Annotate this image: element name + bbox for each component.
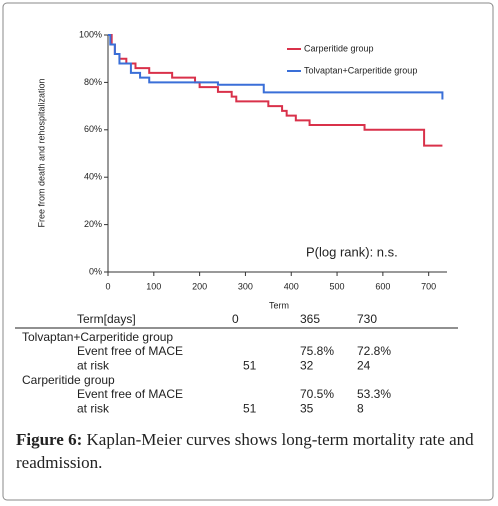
table-cell: 32 [300, 359, 314, 373]
table-cell: 8 [357, 402, 364, 416]
y-tick-label: 40% [84, 172, 102, 182]
legend-label: Carperitide group [304, 43, 374, 53]
table-cell: 51 [243, 359, 257, 373]
x-tick-label: 600 [375, 281, 390, 291]
survival-curve [108, 34, 443, 147]
table-cell: 70.5% [300, 387, 334, 401]
table-cell: 51 [243, 402, 257, 416]
x-tick-label: 400 [284, 281, 299, 291]
row-label: Event free of MACE [77, 387, 183, 401]
x-axis-label: Term [269, 300, 289, 310]
table-cell: 75.8% [300, 344, 334, 358]
x-tick-label: 200 [192, 281, 207, 291]
y-tick-label: 0% [89, 266, 102, 276]
x-tick-label: 700 [421, 281, 436, 291]
table-header: 730 [357, 312, 377, 326]
table-cell: 72.8% [357, 344, 391, 358]
row-label: at risk [77, 402, 110, 416]
group-name: Carperitide group [22, 373, 115, 387]
group-name: Tolvaptan+Carperitide group [22, 330, 173, 344]
x-tick-label: 100 [146, 281, 161, 291]
x-tick-label: 300 [238, 281, 253, 291]
table-header: 0 [232, 312, 239, 326]
table-header: Term[days] [77, 312, 136, 326]
y-tick-label: 60% [84, 124, 102, 134]
y-axis-label: Free from death and rehospitalization [36, 78, 46, 227]
y-tick-label: 100% [79, 29, 102, 39]
caption-text-1: Kaplan-Meier curves shows long-term mort… [87, 430, 475, 449]
x-tick-label: 0 [105, 281, 110, 291]
caption: Figure 6: Kaplan-Meier curves shows long… [16, 430, 474, 449]
table-cell: 24 [357, 359, 371, 373]
annotation: P(log rank): n.s. [306, 244, 398, 259]
figure-border [2, 2, 494, 501]
caption-text-2: readmission. [16, 453, 102, 472]
caption-label: Figure 6: [16, 430, 82, 449]
legend-label: Tolvaptan+Carperitide group [304, 65, 417, 75]
y-tick-label: 20% [84, 219, 102, 229]
table-cell: 35 [300, 402, 314, 416]
table-cell: 53.3% [357, 387, 391, 401]
x-tick-label: 500 [330, 281, 345, 291]
table-header: 365 [300, 312, 320, 326]
row-label: Event free of MACE [77, 344, 183, 358]
survival-curve [108, 34, 444, 100]
y-tick-label: 80% [84, 77, 102, 87]
row-label: at risk [77, 359, 110, 373]
